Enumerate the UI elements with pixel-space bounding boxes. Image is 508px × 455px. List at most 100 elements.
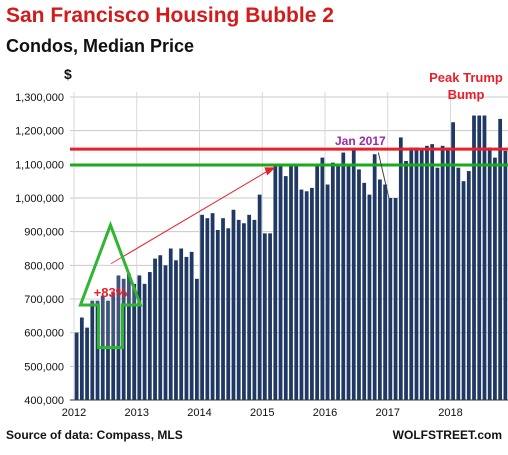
x-tick-label: 2016	[313, 407, 337, 419]
bar	[74, 332, 79, 400]
bar	[194, 278, 199, 400]
bar	[330, 162, 335, 400]
bar	[158, 255, 163, 400]
bar	[320, 157, 325, 400]
bar	[257, 194, 262, 400]
bar	[289, 166, 293, 400]
bar	[357, 169, 361, 400]
brand-label: WOLFSTREET.com	[392, 428, 502, 442]
bar	[268, 233, 272, 400]
bar	[445, 147, 450, 400]
bar	[493, 157, 497, 400]
bar	[404, 160, 408, 400]
y-tick-label: 900,000	[24, 227, 64, 239]
bar	[242, 223, 246, 400]
bar	[451, 122, 455, 400]
bar	[236, 219, 241, 400]
bar	[111, 292, 116, 400]
bar	[425, 145, 429, 400]
bar	[189, 251, 194, 400]
x-tick-label: 2017	[375, 407, 399, 419]
y-tick-label: 500,000	[24, 361, 64, 373]
trend-arrow-head	[264, 167, 276, 176]
bar	[383, 184, 388, 400]
x-tick-label: 2013	[125, 407, 149, 419]
bar	[247, 214, 252, 400]
bar	[472, 115, 476, 401]
bar	[299, 189, 304, 400]
bar	[163, 265, 168, 400]
bar	[419, 149, 424, 400]
bar	[252, 219, 257, 400]
bar	[477, 115, 482, 401]
bar	[132, 283, 137, 400]
up-arrow	[78, 220, 143, 350]
bar	[378, 179, 382, 400]
y-tick-label: 400,000	[24, 395, 64, 407]
bar	[304, 191, 309, 400]
bar	[231, 209, 236, 400]
y-tick-label: 1,000,000	[15, 193, 64, 205]
bar	[153, 258, 157, 400]
bar	[315, 166, 320, 400]
chart-title: San Francisco Housing Bubble 2	[6, 4, 334, 27]
bar	[273, 164, 278, 400]
bar	[205, 218, 210, 400]
bar	[221, 218, 225, 400]
bar	[498, 118, 503, 400]
bar	[294, 164, 299, 400]
bar	[147, 272, 152, 400]
x-tick-label: 2015	[250, 407, 274, 419]
bar	[215, 229, 220, 400]
y-axis-unit: $	[64, 66, 72, 82]
bar	[90, 300, 95, 400]
percent-annotation: +83%	[94, 285, 128, 300]
bar	[398, 137, 403, 400]
x-tick-label: 2014	[187, 407, 211, 419]
bar	[372, 154, 377, 400]
y-tick-label: 700,000	[24, 294, 64, 306]
bar	[310, 187, 314, 400]
bar	[503, 150, 508, 400]
y-tick-label: 1,200,000	[15, 126, 64, 138]
bar	[278, 164, 283, 400]
bar	[367, 194, 372, 400]
bar	[174, 260, 178, 400]
bar	[466, 171, 471, 400]
y-tick-label: 1,300,000	[15, 92, 64, 104]
bar	[440, 145, 445, 400]
bar	[262, 233, 267, 400]
y-tick-label: 600,000	[24, 328, 64, 340]
bar	[95, 300, 100, 400]
bar	[388, 198, 393, 400]
bar	[346, 164, 351, 400]
trend-arrow-line	[110, 167, 273, 265]
x-tick-label: 2018	[438, 407, 462, 419]
bar	[184, 256, 189, 400]
y-tick-label: 1,100,000	[15, 159, 64, 171]
bar	[200, 214, 204, 400]
bar	[487, 147, 492, 400]
bar	[482, 115, 487, 401]
bar	[351, 149, 356, 400]
bar	[283, 176, 288, 400]
jan-2017-pointer	[377, 152, 390, 201]
peak-trump-bump-annotation: Peak Trump Bump	[429, 70, 503, 102]
bar	[409, 147, 414, 400]
bar	[393, 198, 398, 400]
bar	[362, 182, 367, 400]
bar	[210, 213, 215, 400]
bar	[79, 317, 84, 400]
jan-2017-annotation: Jan 2017	[335, 134, 386, 148]
bar	[414, 147, 419, 400]
y-tick-label: 800,000	[24, 260, 64, 272]
bar	[116, 275, 121, 400]
bar	[127, 273, 131, 400]
source-note: Source of data: Compass, MLS	[6, 428, 183, 442]
bar	[142, 283, 147, 400]
bar	[179, 248, 184, 400]
bar	[461, 181, 466, 400]
bar	[325, 184, 330, 400]
bar	[85, 327, 89, 400]
